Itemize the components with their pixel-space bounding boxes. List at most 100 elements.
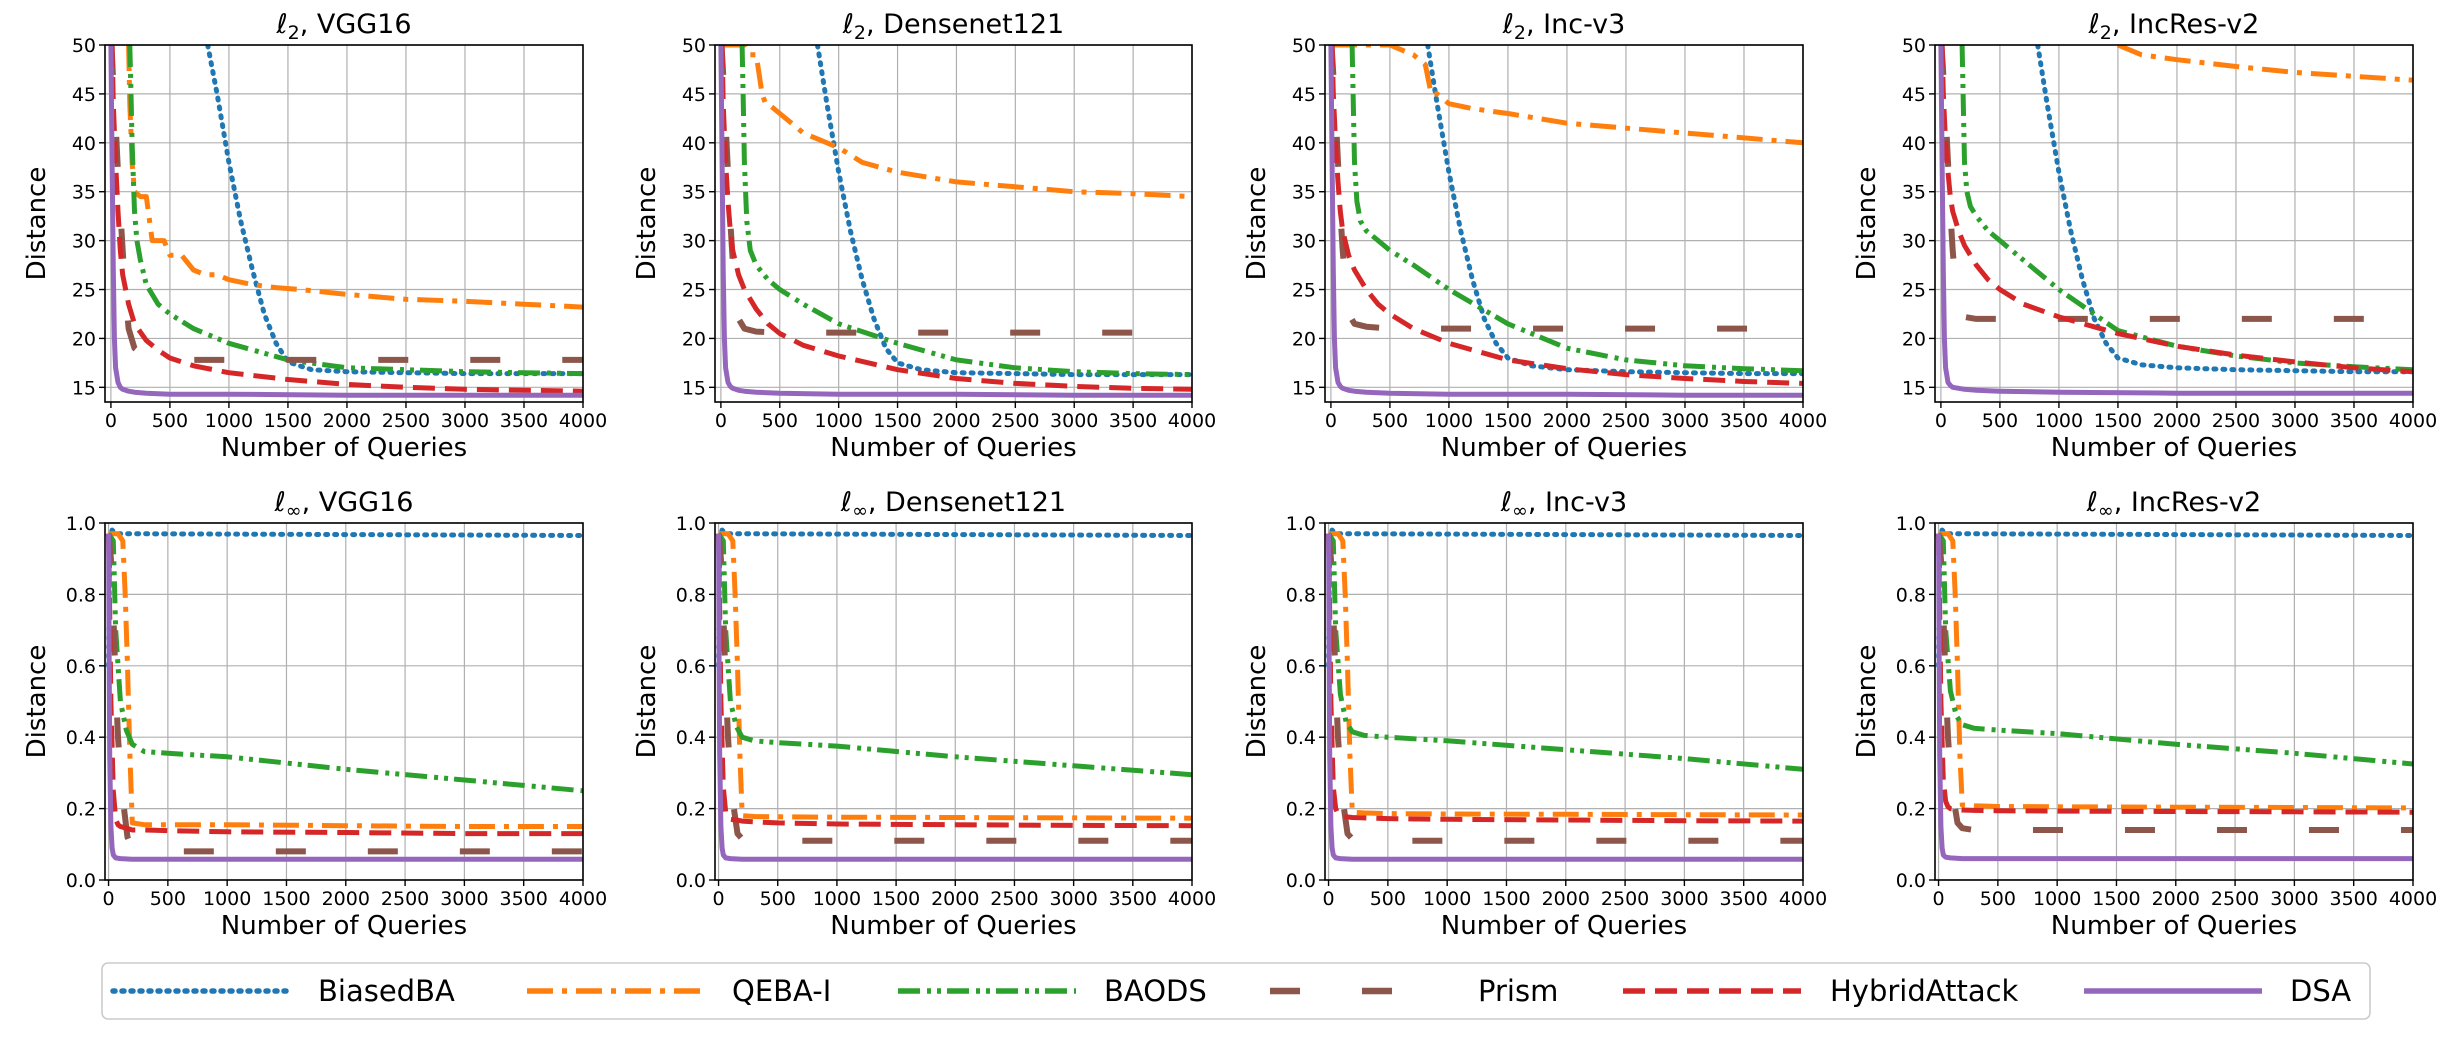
series-line-dsa bbox=[1938, 45, 2413, 396]
subplot-grid: 0 500 1000 1500 2000 2500 3000 3500 400015202530… bbox=[22, 9, 2437, 941]
series-line-prism bbox=[105, 533, 583, 855]
series-line-dsa bbox=[718, 45, 1192, 398]
y-tick-label: 50 bbox=[1902, 35, 1926, 57]
x-tick-label: 2500 bbox=[2211, 888, 2259, 910]
x-tick-label: 2500 bbox=[381, 888, 429, 910]
series-line-prism bbox=[718, 45, 1192, 336]
series-line-hybridattack bbox=[716, 533, 1192, 829]
legend-label-qeba-i: QEBA-I bbox=[732, 974, 831, 1008]
y-tick-label: 0.8 bbox=[1896, 584, 1926, 606]
y-tick-label: 0.6 bbox=[1286, 656, 1316, 678]
plot-title: ℓ2, Inc-v3 bbox=[1502, 9, 1626, 44]
plot-frame bbox=[714, 44, 1193, 403]
y-tick-label: 0.6 bbox=[66, 656, 96, 678]
x-tick-label: 500 bbox=[1372, 410, 1408, 432]
x-tick-label: 1000 bbox=[1425, 410, 1473, 432]
y-axis-label: Distance bbox=[632, 167, 662, 281]
series-line-hybridattack bbox=[109, 45, 583, 394]
legend-label-dsa: DSA bbox=[2290, 974, 2351, 1008]
plot-title: ℓ2, Densenet121 bbox=[842, 9, 1064, 44]
series-line-baods bbox=[106, 532, 583, 794]
subplot-5: 0 500 1000 1500 2000 2500 3000 3500 4000 0.0 0.2 0.… bbox=[22, 487, 607, 941]
series-line-dsa bbox=[106, 533, 583, 862]
series-line-qeba-i bbox=[1330, 45, 1803, 146]
y-tick-label: 1.0 bbox=[66, 513, 96, 535]
y-tick-label: 40 bbox=[1292, 133, 1316, 155]
y-axis-label: Distance bbox=[1242, 167, 1272, 281]
plot-title: ℓ∞, Inc-v3 bbox=[1500, 487, 1627, 522]
x-axis-label: Number of Queries bbox=[221, 433, 467, 463]
y-tick-label: 1.0 bbox=[1286, 513, 1316, 535]
series-group bbox=[718, 45, 1192, 398]
y-tick-label: 20 bbox=[1292, 328, 1316, 350]
x-tick-label: 3500 bbox=[500, 410, 548, 432]
x-tick-label: 4000 bbox=[1779, 888, 1827, 910]
plot-title: ℓ2, VGG16 bbox=[275, 9, 411, 44]
y-tick-label: 50 bbox=[1292, 35, 1316, 57]
x-tick-label: 0 bbox=[713, 888, 725, 910]
x-tick-label: 500 bbox=[1370, 888, 1406, 910]
x-tick-label: 1000 bbox=[814, 410, 862, 432]
plot-title: ℓ∞, IncRes-v2 bbox=[2086, 487, 2261, 522]
legend-box bbox=[101, 962, 2371, 1020]
plot-frame bbox=[104, 522, 584, 881]
y-tick-label: 20 bbox=[682, 328, 706, 350]
x-tick-label: 4000 bbox=[2389, 410, 2437, 432]
y-tick-label: 45 bbox=[1292, 84, 1316, 106]
x-tick-label: 3500 bbox=[1720, 888, 1768, 910]
plot-frame bbox=[1324, 522, 1804, 881]
series-line-prism bbox=[715, 533, 1192, 844]
y-tick-label: 0.4 bbox=[1896, 727, 1926, 749]
series-line-qeba-i bbox=[2116, 45, 2413, 83]
y-tick-label: 0.4 bbox=[1286, 727, 1316, 749]
x-tick-label: 500 bbox=[152, 410, 188, 432]
y-tick-label: 30 bbox=[1902, 231, 1926, 253]
plot-title: ℓ∞, Densenet121 bbox=[840, 487, 1066, 522]
subplot-1: 0 500 1000 1500 2000 2500 3000 3500 4000 15 20 25 30… bbox=[22, 9, 607, 463]
x-tick-label: 0 bbox=[1323, 888, 1335, 910]
y-tick-label: 15 bbox=[1902, 377, 1926, 399]
y-tick-label: 25 bbox=[1902, 280, 1926, 302]
series-line-hybridattack bbox=[1936, 533, 2413, 815]
plot-frame bbox=[714, 522, 1193, 881]
series-group bbox=[105, 527, 583, 862]
y-tick-label: 0.0 bbox=[66, 870, 96, 892]
y-axis-label: Distance bbox=[1852, 167, 1882, 281]
subplot-8: 0 500 1000 1500 2000 2500 3000 3500 4000 0.0 0.2 0.… bbox=[1852, 487, 2437, 941]
y-tick-label: 45 bbox=[1902, 84, 1926, 106]
legend-label-biasedba: BiasedBA bbox=[318, 974, 455, 1008]
legend-label-hybridattack: HybridAttack bbox=[1830, 974, 2019, 1008]
y-tick-label: 50 bbox=[72, 35, 96, 57]
plot-title: ℓ∞, VGG16 bbox=[274, 487, 414, 522]
series-line-baods bbox=[1959, 45, 2413, 373]
x-tick-label: 4000 bbox=[2389, 888, 2437, 910]
x-tick-label: 0 bbox=[105, 410, 117, 432]
legend: BiasedBA QEBA-I BAODS Prism HybridAttack DSA bbox=[101, 962, 2371, 1020]
series-group bbox=[1328, 45, 1803, 398]
series-line-baods bbox=[716, 532, 1192, 778]
series-line-prism bbox=[1935, 533, 2413, 833]
x-tick-label: 1500 bbox=[1482, 888, 1530, 910]
y-tick-label: 20 bbox=[72, 328, 96, 350]
y-tick-label: 1.0 bbox=[1896, 513, 1926, 535]
x-tick-label: 2000 bbox=[931, 888, 979, 910]
plot-frame bbox=[1324, 44, 1804, 403]
y-tick-label: 30 bbox=[1292, 231, 1316, 253]
x-tick-label: 2500 bbox=[382, 410, 430, 432]
y-tick-label: 0.2 bbox=[66, 799, 96, 821]
y-tick-label: 40 bbox=[72, 133, 96, 155]
x-tick-label: 2500 bbox=[2212, 410, 2260, 432]
y-tick-label: 30 bbox=[682, 231, 706, 253]
x-tick-label: 2000 bbox=[2152, 888, 2200, 910]
y-tick-label: 35 bbox=[682, 182, 706, 204]
series-line-dsa bbox=[716, 533, 1192, 862]
x-tick-label: 0 bbox=[1935, 410, 1947, 432]
series-group bbox=[1935, 527, 2413, 862]
x-tick-label: 4000 bbox=[1168, 410, 1216, 432]
series-group bbox=[1325, 527, 1803, 862]
x-tick-label: 2000 bbox=[2153, 410, 2201, 432]
y-tick-label: 0.0 bbox=[676, 870, 706, 892]
x-tick-label: 4000 bbox=[559, 888, 607, 910]
x-axis-label: Number of Queries bbox=[1441, 911, 1687, 941]
